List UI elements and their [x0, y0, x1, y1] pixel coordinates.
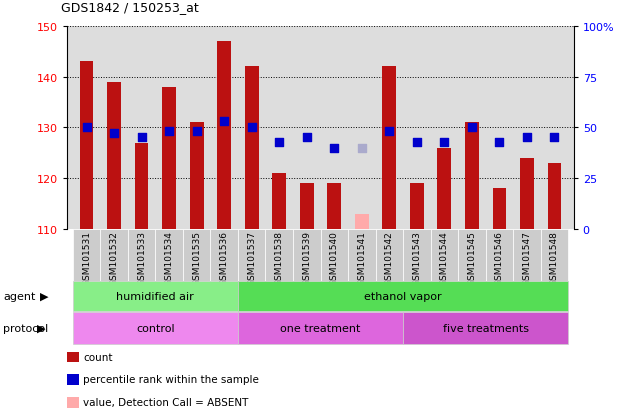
Point	[164, 129, 174, 135]
Text: GSM101537: GSM101537	[247, 231, 256, 286]
Point	[109, 131, 119, 138]
Bar	[162, 88, 176, 229]
Point	[439, 139, 449, 145]
Text: humidified air: humidified air	[117, 291, 194, 301]
Text: GSM101543: GSM101543	[412, 231, 421, 285]
Text: GSM101538: GSM101538	[275, 231, 284, 286]
Point	[412, 139, 422, 145]
Text: control: control	[136, 323, 175, 333]
Text: GSM101536: GSM101536	[220, 231, 229, 286]
Text: ethanol vapor: ethanol vapor	[364, 291, 442, 301]
Bar	[101, 229, 128, 281]
Point	[302, 135, 312, 141]
Text: GSM101548: GSM101548	[550, 231, 559, 285]
Text: GSM101542: GSM101542	[385, 231, 394, 285]
Bar	[465, 123, 479, 229]
Text: GDS1842 / 150253_at: GDS1842 / 150253_at	[61, 2, 199, 14]
Text: GSM101532: GSM101532	[110, 231, 119, 285]
Bar	[73, 313, 238, 344]
Bar	[245, 67, 258, 229]
Bar	[238, 313, 403, 344]
Point	[274, 139, 285, 145]
Text: GSM101533: GSM101533	[137, 231, 146, 286]
Bar	[265, 229, 293, 281]
Bar	[376, 229, 403, 281]
Text: ▶: ▶	[40, 291, 48, 301]
Bar	[403, 229, 431, 281]
Bar	[107, 83, 121, 229]
Text: GSM101535: GSM101535	[192, 231, 201, 286]
Bar	[183, 229, 210, 281]
Point	[522, 135, 532, 141]
Bar	[520, 158, 534, 229]
Text: value, Detection Call = ABSENT: value, Detection Call = ABSENT	[83, 397, 249, 407]
Bar	[492, 189, 506, 229]
Point	[384, 129, 394, 135]
Text: GSM101546: GSM101546	[495, 231, 504, 285]
Bar	[238, 282, 568, 311]
Bar	[190, 123, 204, 229]
Bar	[128, 229, 155, 281]
Bar	[79, 62, 94, 229]
Bar	[540, 229, 568, 281]
Point	[356, 145, 367, 152]
Point	[192, 129, 202, 135]
Point	[137, 135, 147, 141]
Bar	[547, 164, 562, 229]
Text: GSM101531: GSM101531	[82, 231, 91, 286]
Point	[494, 139, 504, 145]
Text: percentile rank within the sample: percentile rank within the sample	[83, 375, 259, 385]
Point	[549, 135, 560, 141]
Bar	[348, 229, 376, 281]
Bar	[272, 173, 286, 229]
Bar	[135, 143, 149, 229]
Bar	[293, 229, 320, 281]
Bar	[238, 229, 265, 281]
Bar	[73, 282, 238, 311]
Text: five treatments: five treatments	[443, 323, 529, 333]
Text: GSM101545: GSM101545	[467, 231, 476, 285]
Bar	[73, 229, 101, 281]
Bar	[355, 214, 369, 229]
Text: ▶: ▶	[37, 323, 45, 333]
Text: GSM101547: GSM101547	[522, 231, 531, 285]
Bar	[217, 42, 231, 229]
Text: GSM101539: GSM101539	[303, 231, 312, 286]
Bar	[437, 148, 451, 229]
Bar	[403, 313, 568, 344]
Bar	[383, 67, 396, 229]
Bar	[410, 184, 424, 229]
Point	[247, 125, 257, 131]
Bar	[328, 184, 341, 229]
Point	[81, 125, 92, 131]
Bar	[431, 229, 458, 281]
Text: GSM101541: GSM101541	[357, 231, 366, 285]
Text: GSM101534: GSM101534	[165, 231, 174, 285]
Bar	[320, 229, 348, 281]
Text: agent: agent	[3, 291, 36, 301]
Bar	[155, 229, 183, 281]
Text: GSM101540: GSM101540	[329, 231, 338, 285]
Point	[329, 145, 339, 152]
Point	[467, 125, 477, 131]
Point	[219, 119, 229, 125]
Bar	[210, 229, 238, 281]
Text: one treatment: one treatment	[280, 323, 361, 333]
Bar	[458, 229, 486, 281]
Bar	[486, 229, 513, 281]
Bar	[300, 184, 313, 229]
Text: protocol: protocol	[3, 323, 49, 333]
Text: count: count	[83, 352, 113, 362]
Text: GSM101544: GSM101544	[440, 231, 449, 285]
Bar	[513, 229, 540, 281]
